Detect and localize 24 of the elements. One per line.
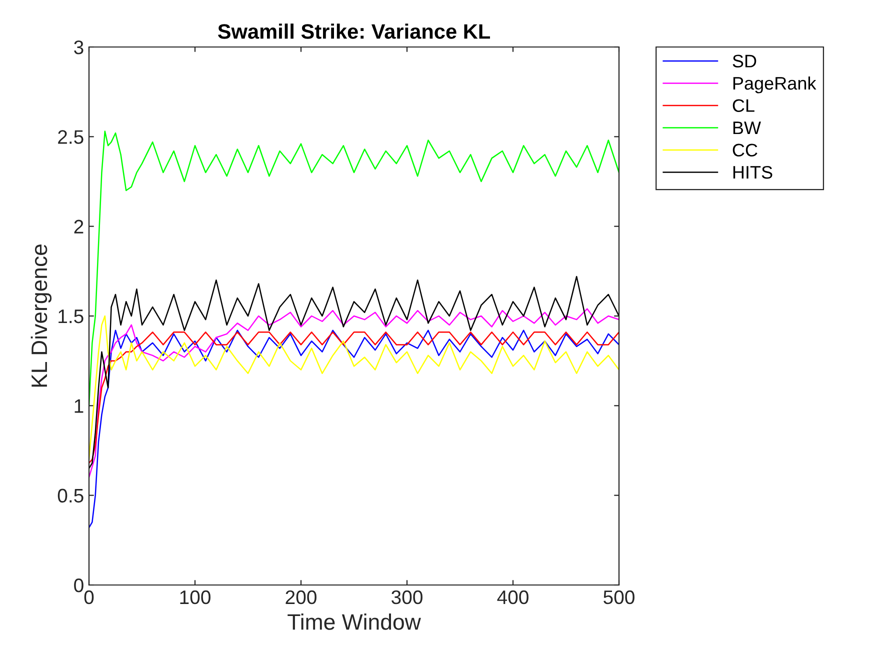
y-tick-label: 1 [74,399,84,413]
legend-label: PageRank [733,76,816,94]
y-tick-label: 0.5 [58,488,84,503]
legend-label: CC [732,144,758,156]
x-tick-label: 400 [497,590,528,604]
y-axis-title: KL Divergence [30,244,52,387]
y-tick-label: 3 [74,40,84,54]
x-tick-label: 200 [286,590,316,604]
line-series [89,330,619,528]
x-tick-label: 300 [392,590,422,604]
x-tick-label: 0 [84,590,94,604]
y-tick-label: 2 [74,220,84,234]
legend-label: HITS [733,166,772,179]
x-tick-label: 100 [180,590,210,604]
legend-label: SD [732,54,756,68]
line-series [89,276,619,470]
y-tick-label: 0 [74,578,84,592]
y-tick-label: 2.5 [58,130,84,144]
x-axis-title: Time Window [288,614,421,630]
legend-label: CL [732,99,754,112]
y-tick-label: 1.5 [58,310,84,324]
chart-title: Swamill Strike: Variance KL [218,24,490,39]
x-tick-label: 500 [604,590,634,604]
legend-label: BW [733,122,761,134]
